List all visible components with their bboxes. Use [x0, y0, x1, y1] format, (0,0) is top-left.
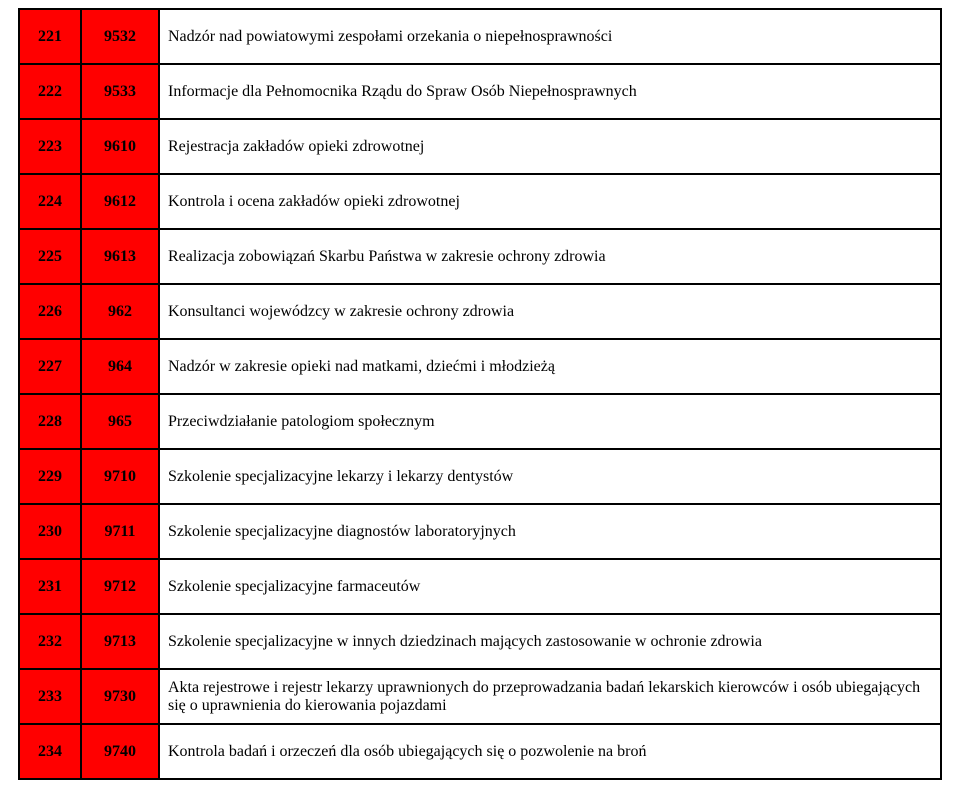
table-row: 2339730Akta rejestrowe i rejestr lekarzy… — [19, 669, 941, 724]
row-code-cell: 964 — [81, 339, 159, 394]
table-row: 2299710Szkolenie specjalizacyjne lekarzy… — [19, 449, 941, 504]
row-code-cell: 9730 — [81, 669, 159, 724]
table-row: 227964Nadzór w zakresie opieki nad matka… — [19, 339, 941, 394]
row-desc-cell: Szkolenie specjalizacyjne lekarzy i leka… — [159, 449, 941, 504]
row-code-cell: 9532 — [81, 9, 159, 64]
row-index-cell: 232 — [19, 614, 81, 669]
row-desc-cell: Informacje dla Pełnomocnika Rządu do Spr… — [159, 64, 941, 119]
row-index-cell: 225 — [19, 229, 81, 284]
table-row: 2239610Rejestracja zakładów opieki zdrow… — [19, 119, 941, 174]
row-code-cell: 9711 — [81, 504, 159, 559]
row-index-cell: 226 — [19, 284, 81, 339]
row-index-cell: 229 — [19, 449, 81, 504]
row-desc-cell: Szkolenie specjalizacyjne farmaceutów — [159, 559, 941, 614]
data-table: 2219532Nadzór nad powiatowymi zespołami … — [18, 8, 942, 780]
row-desc-cell: Realizacja zobowiązań Skarbu Państwa w z… — [159, 229, 941, 284]
table-row: 2259613Realizacja zobowiązań Skarbu Pańs… — [19, 229, 941, 284]
row-desc-cell: Nadzór nad powiatowymi zespołami orzekan… — [159, 9, 941, 64]
row-desc-cell: Szkolenie specjalizacyjne diagnostów lab… — [159, 504, 941, 559]
row-index-cell: 222 — [19, 64, 81, 119]
table-row: 228965Przeciwdziałanie patologiom społec… — [19, 394, 941, 449]
row-index-cell: 228 — [19, 394, 81, 449]
table-row: 226962Konsultanci wojewódzcy w zakresie … — [19, 284, 941, 339]
row-desc-cell: Nadzór w zakresie opieki nad matkami, dz… — [159, 339, 941, 394]
row-code-cell: 9613 — [81, 229, 159, 284]
table-row: 2219532Nadzór nad powiatowymi zespołami … — [19, 9, 941, 64]
row-code-cell: 9612 — [81, 174, 159, 229]
row-desc-cell: Kontrola badań i orzeczeń dla osób ubieg… — [159, 724, 941, 779]
data-table-body: 2219532Nadzór nad powiatowymi zespołami … — [19, 9, 941, 779]
row-index-cell: 224 — [19, 174, 81, 229]
row-desc-cell: Akta rejestrowe i rejestr lekarzy uprawn… — [159, 669, 941, 724]
row-index-cell: 230 — [19, 504, 81, 559]
row-code-cell: 9713 — [81, 614, 159, 669]
row-code-cell: 9610 — [81, 119, 159, 174]
row-index-cell: 233 — [19, 669, 81, 724]
table-row: 2229533Informacje dla Pełnomocnika Rządu… — [19, 64, 941, 119]
row-index-cell: 223 — [19, 119, 81, 174]
row-code-cell: 965 — [81, 394, 159, 449]
row-index-cell: 227 — [19, 339, 81, 394]
row-code-cell: 962 — [81, 284, 159, 339]
table-row: 2309711Szkolenie specjalizacyjne diagnos… — [19, 504, 941, 559]
table-row: 2349740Kontrola badań i orzeczeń dla osó… — [19, 724, 941, 779]
row-desc-cell: Konsultanci wojewódzcy w zakresie ochron… — [159, 284, 941, 339]
table-row: 2249612Kontrola i ocena zakładów opieki … — [19, 174, 941, 229]
row-desc-cell: Rejestracja zakładów opieki zdrowotnej — [159, 119, 941, 174]
table-row: 2329713Szkolenie specjalizacyjne w innyc… — [19, 614, 941, 669]
row-index-cell: 221 — [19, 9, 81, 64]
row-code-cell: 9710 — [81, 449, 159, 504]
row-desc-cell: Kontrola i ocena zakładów opieki zdrowot… — [159, 174, 941, 229]
row-code-cell: 9740 — [81, 724, 159, 779]
row-desc-cell: Szkolenie specjalizacyjne w innych dzied… — [159, 614, 941, 669]
row-code-cell: 9712 — [81, 559, 159, 614]
row-index-cell: 231 — [19, 559, 81, 614]
row-index-cell: 234 — [19, 724, 81, 779]
row-code-cell: 9533 — [81, 64, 159, 119]
row-desc-cell: Przeciwdziałanie patologiom społecznym — [159, 394, 941, 449]
table-row: 2319712Szkolenie specjalizacyjne farmace… — [19, 559, 941, 614]
